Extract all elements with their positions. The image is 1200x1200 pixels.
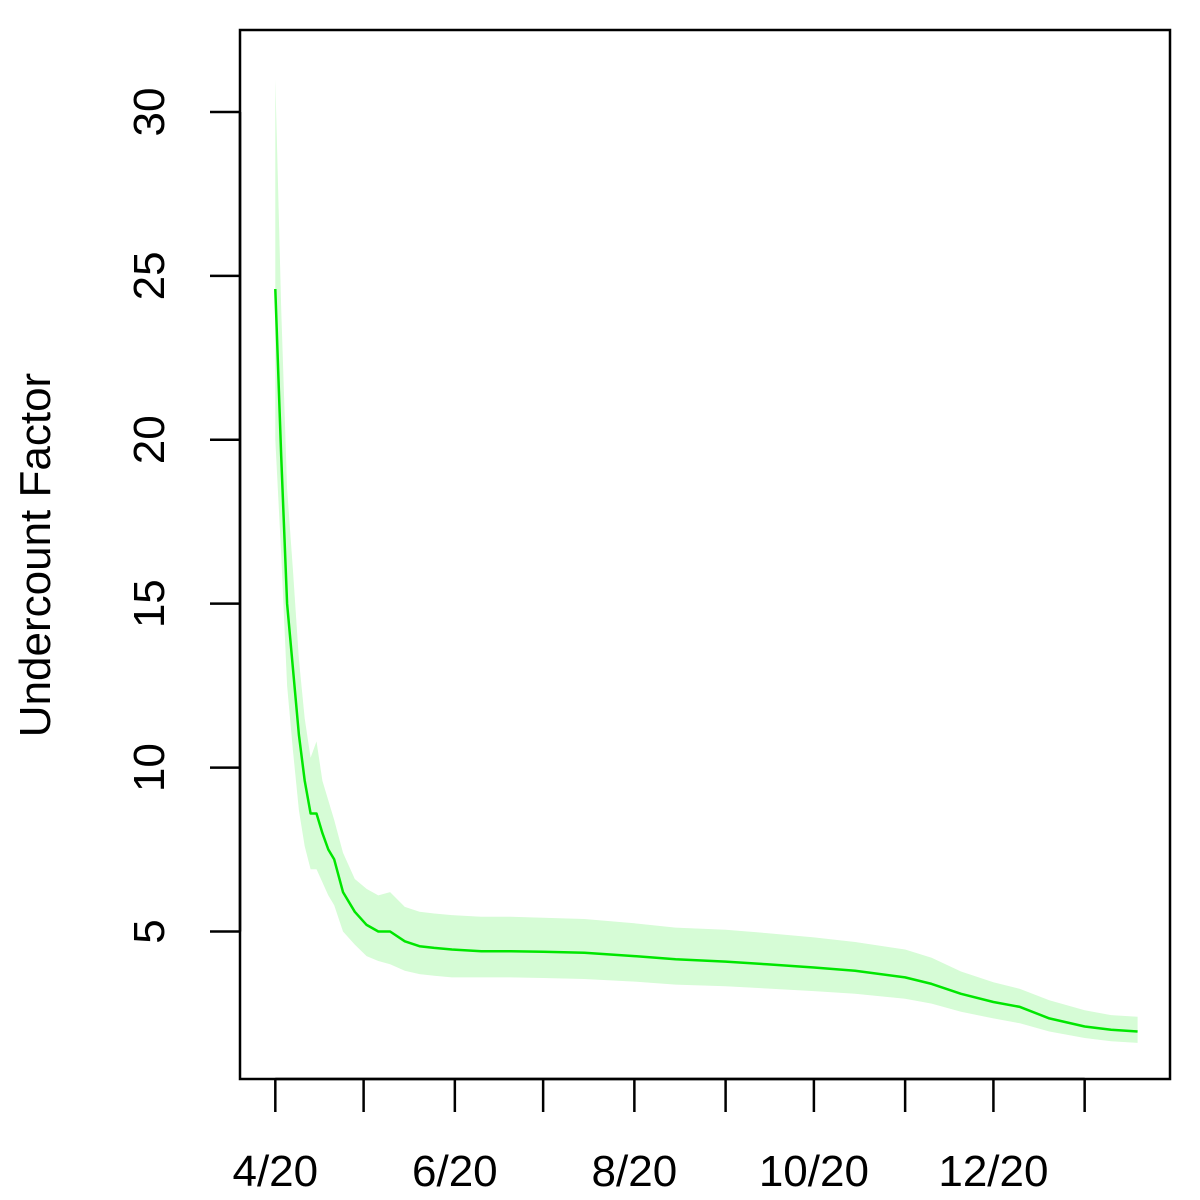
y-tick-label: 10 xyxy=(125,743,174,792)
x-tick-label: 12/20 xyxy=(938,1147,1048,1196)
x-tick-label: 8/20 xyxy=(592,1147,678,1196)
series-line-layer xyxy=(274,288,1138,1033)
y-tick-label: 20 xyxy=(125,415,174,464)
x-tick-label: 6/20 xyxy=(412,1147,498,1196)
undercount-line xyxy=(274,288,1138,1033)
y-tick-label: 5 xyxy=(125,919,174,943)
confidence-band xyxy=(275,79,1138,1043)
y-axis: 5 10 15 20 25 30 xyxy=(125,88,242,944)
x-tick-label: 4/20 xyxy=(232,1147,318,1196)
x-tick-label: 10/20 xyxy=(759,1147,869,1196)
y-axis-label: Undercount Factor xyxy=(11,373,60,737)
y-tick-label: 30 xyxy=(125,88,174,137)
y-tick-label: 15 xyxy=(125,579,174,628)
y-tick-label: 25 xyxy=(125,251,174,300)
confidence-band-layer xyxy=(275,79,1138,1043)
x-axis: 4/20 6/20 8/20 10/20 12/20 xyxy=(232,1077,1086,1196)
